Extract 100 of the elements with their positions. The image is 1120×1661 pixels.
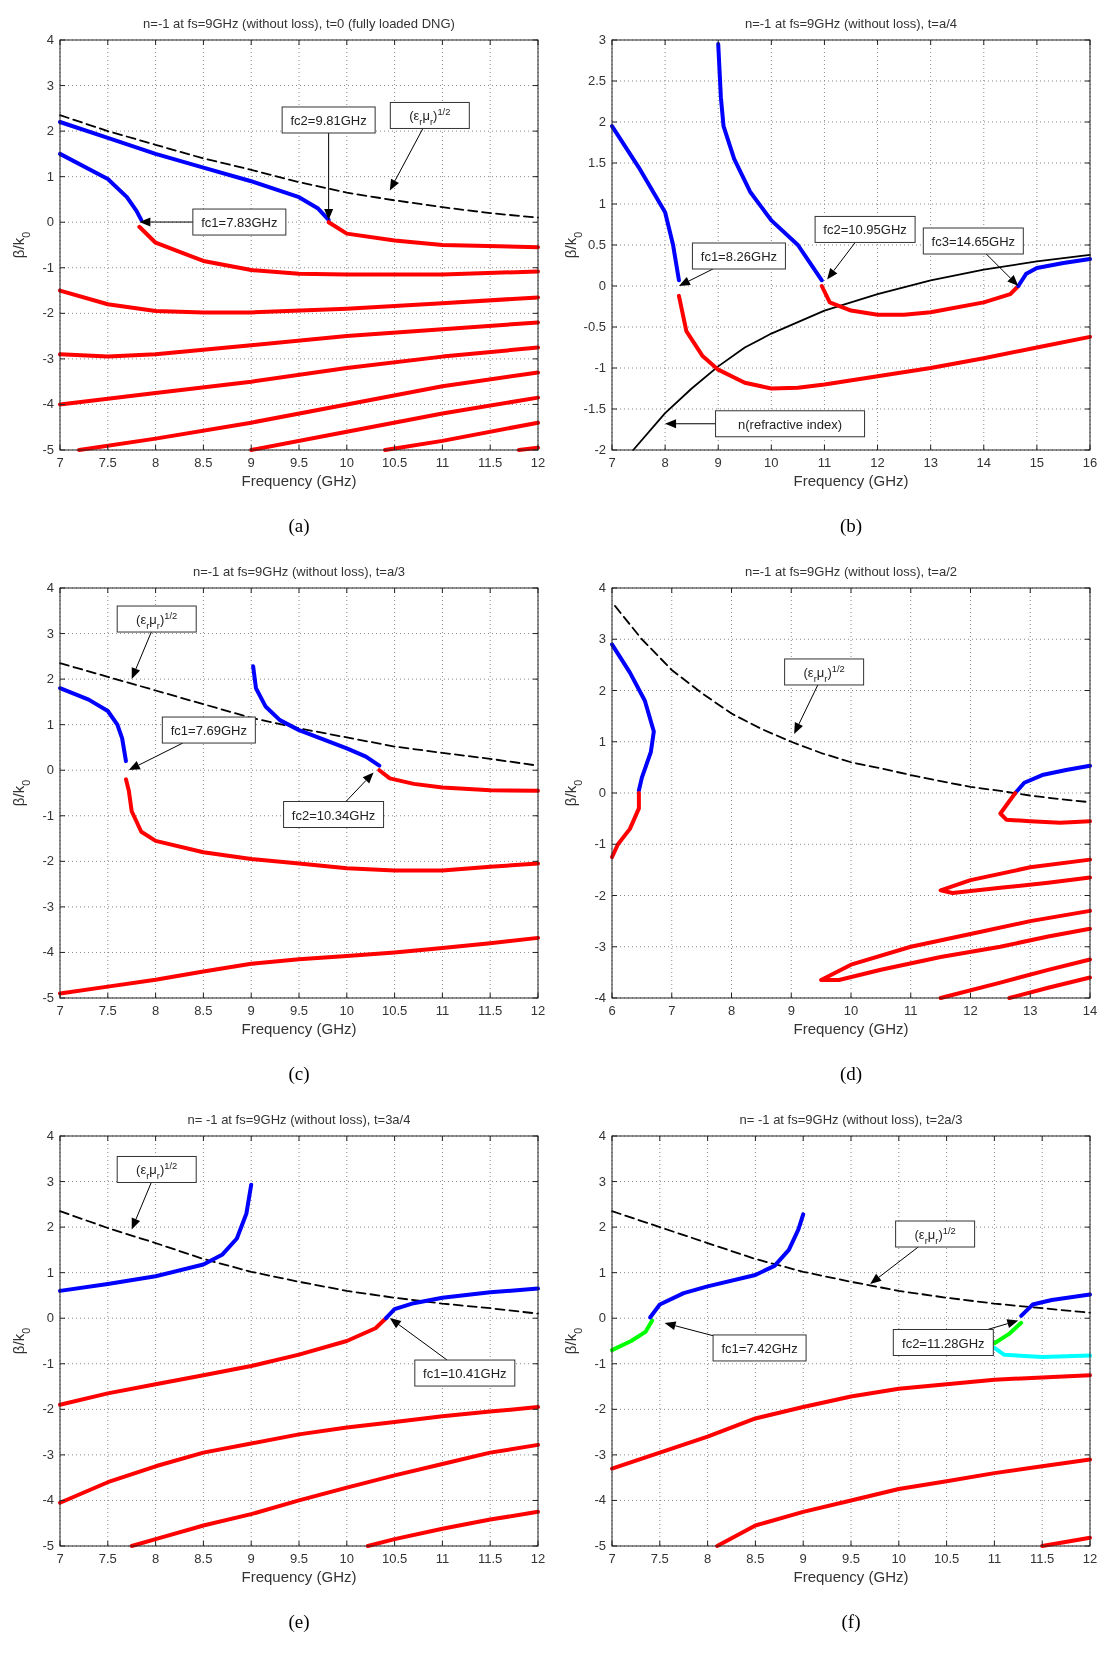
annotation: fc2=10.34GHz <box>291 807 376 823</box>
x-tick-label: 8.5 <box>194 1551 213 1566</box>
y-tick-label: -2 <box>594 442 606 457</box>
annotation: fc1=7.42GHz <box>721 1340 798 1356</box>
y-tick-label: 2 <box>46 1219 54 1235</box>
y-tick-label: 0 <box>46 214 54 230</box>
line-series <box>377 768 540 793</box>
x-tick-label: 6 <box>608 1003 616 1018</box>
y-tick-label: -2 <box>594 1401 606 1417</box>
x-tick-label: 9.5 <box>289 1003 309 1018</box>
y-tick-label: 1 <box>598 1264 606 1280</box>
x-tick-label: 13 <box>1023 1003 1038 1018</box>
x-tick-label: 10 <box>339 1003 355 1018</box>
x-tick-label: 10.5 <box>933 1551 960 1566</box>
y-tick-label: -4 <box>42 396 54 412</box>
annotation: fc2=11.28GHz <box>902 1335 985 1351</box>
x-tick-label: 11 <box>435 1003 450 1018</box>
line-series <box>77 370 540 452</box>
x-tick-label: 9 <box>247 455 255 470</box>
y-tick-label: 0 <box>598 278 606 293</box>
x-axis-title: Frequency (GHz) <box>793 472 909 489</box>
line-series <box>992 1345 1092 1359</box>
x-tick-label: 9 <box>787 1003 795 1018</box>
line-series <box>58 1316 388 1407</box>
x-tick-label: 11 <box>435 1551 450 1566</box>
x-tick-label: 8 <box>151 1003 160 1018</box>
x-tick-label: 7 <box>56 1003 64 1018</box>
line-series <box>610 642 656 793</box>
y-tick-label: 3 <box>46 77 54 93</box>
x-tick-label: 7 <box>608 1551 616 1566</box>
annotation: fc2=9.81GHz <box>290 112 367 128</box>
y-tick-label: -1 <box>42 807 54 823</box>
x-tick-label: 7.5 <box>98 1003 117 1018</box>
text: (d) <box>839 1063 863 1085</box>
x-tick-label: 10.5 <box>381 1003 408 1018</box>
y-tick-label: -5 <box>42 1538 54 1553</box>
x-tick-label: 13 <box>923 455 938 470</box>
y-tick-label: 2 <box>598 114 606 129</box>
line-series <box>58 1182 254 1293</box>
y-tick-label: 4 <box>46 580 54 595</box>
line-series <box>365 1509 540 1548</box>
y-tick-label: -2 <box>42 853 54 869</box>
chart-title: n=-1 at fs=9GHz (without loss), t=a/4 <box>744 16 958 31</box>
y-tick-label: -0.5 <box>583 319 606 334</box>
text: (c) <box>288 1063 310 1085</box>
x-tick-label: 10.5 <box>381 455 408 470</box>
x-tick-label: 8.5 <box>194 455 213 470</box>
x-tick-label: 10 <box>764 455 779 470</box>
x-tick-label: 7 <box>56 455 64 470</box>
y-tick-label: 3 <box>46 625 54 641</box>
line-series <box>251 664 382 768</box>
y-tick-label: 4 <box>46 32 54 47</box>
x-tick-label: 12 <box>1082 1551 1098 1566</box>
chart-title: n=-1 at fs=9GHz (without loss), t=a/3 <box>192 564 406 579</box>
y-tick-label: 2 <box>598 682 606 698</box>
x-tick-label: 7.5 <box>98 1551 117 1566</box>
y-tick-label: -5 <box>594 1538 606 1553</box>
annotation: (ε$_{r}$μ$_{r}$)$^{1/2}$ <box>914 1226 956 1247</box>
x-axis-title: Frequency (GHz) <box>241 472 357 489</box>
y-tick-label: 0 <box>46 762 54 778</box>
x-tick-label: 11.5 <box>478 1551 503 1566</box>
x-tick-label: 9 <box>247 1003 255 1018</box>
y-tick-label: 3 <box>598 631 606 647</box>
x-tick-label: 11 <box>904 1003 918 1018</box>
x-tick-label: 10 <box>339 455 355 470</box>
line-series <box>1013 763 1092 795</box>
x-tick-label: 7 <box>608 455 616 470</box>
x-axis-title: Frequency (GHz) <box>793 1020 909 1037</box>
y-tick-label: -2 <box>42 305 54 321</box>
annotation: fc2=10.95GHz <box>823 222 907 238</box>
y-tick-label: -4 <box>42 1492 54 1508</box>
text: (e) <box>288 1611 310 1633</box>
x-tick-label: 11.5 <box>1030 1551 1055 1566</box>
line-series <box>938 857 1092 895</box>
line-series <box>384 1286 540 1321</box>
x-tick-label: 11 <box>435 455 450 470</box>
line-series <box>58 345 540 407</box>
chart-title: n= -1 at fs=9GHz (without loss), t=2a/3 <box>739 1112 963 1127</box>
x-tick-label: 11 <box>817 455 832 470</box>
line-series <box>715 1457 1092 1548</box>
y-tick-label: 0.5 <box>587 237 606 252</box>
x-tick-label: 10 <box>843 1003 859 1018</box>
line-series <box>676 293 1092 391</box>
line-series <box>648 1212 806 1320</box>
x-tick-label: 9.5 <box>289 455 309 470</box>
x-tick-label: 7.5 <box>98 455 117 470</box>
x-tick-label: 7 <box>668 1003 676 1018</box>
y-tick-label: -3 <box>594 938 606 954</box>
y-tick-label: -2 <box>42 1401 54 1417</box>
y-tick-label: 4 <box>598 1128 606 1143</box>
line-series <box>58 686 128 764</box>
y-tick-label: 0 <box>598 1310 606 1326</box>
x-tick-label: 10.5 <box>381 1551 408 1566</box>
line-series <box>58 288 540 315</box>
y-tick-label: 2.5 <box>587 73 606 88</box>
y-tick-label: 4 <box>46 1128 54 1143</box>
line-series <box>610 1318 655 1353</box>
y-tick-label: -3 <box>42 350 54 366</box>
y-tick-label: -2 <box>594 887 606 903</box>
y-tick-label: 1 <box>598 733 606 749</box>
